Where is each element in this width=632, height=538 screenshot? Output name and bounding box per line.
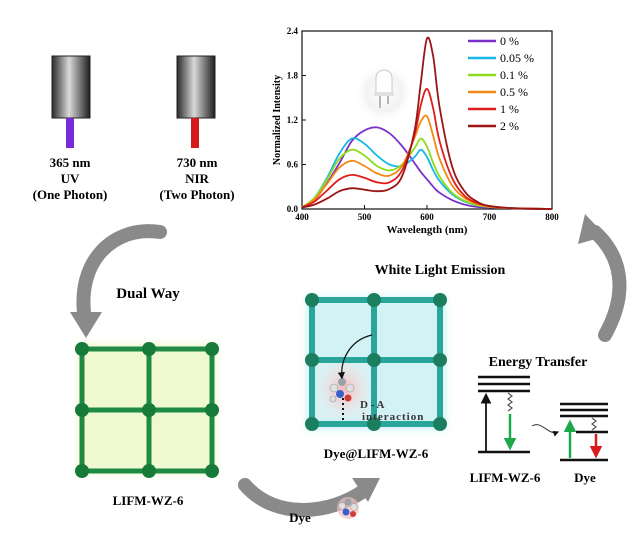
white-light-title: White Light Emission [375, 263, 506, 278]
dual-way-arrow [70, 224, 167, 338]
energy-level-left-label: LIFM-WZ-6 [470, 470, 541, 485]
dye-molecule-icon-bottom [337, 497, 359, 519]
y-tick-label: 1.8 [287, 71, 299, 81]
mof-label: LIFM-WZ-6 [113, 493, 184, 508]
legend-label: 0 % [500, 34, 519, 48]
legend-label: 0.5 % [500, 85, 528, 99]
chart-legend: 0 % 0.05 % 0.1 % 0.5 % 1 % 2 % [468, 34, 534, 133]
nir-beam [191, 118, 199, 148]
series-line-4 [301, 87, 553, 210]
transfer-arrow [531, 424, 560, 437]
energy-to-spectrum-arrow [578, 214, 627, 342]
dye-molecule-icon [329, 378, 355, 403]
y-tick-label: 0.0 [287, 204, 299, 214]
legend-label: 1 % [500, 102, 519, 116]
led-bulb-icon [374, 69, 394, 108]
composite-label: Dye@LIFM-WZ-6 [324, 446, 429, 461]
emission-chart: 400 500 600 700 800 0.0 0.6 1.2 1.8 2.4 Wavelength… [272, 26, 559, 236]
composite-lattice [305, 293, 447, 431]
legend-label: 0.1 % [500, 68, 528, 82]
x-axis-label: Wavelength (nm) [387, 224, 468, 236]
legend-label: 2 % [500, 119, 519, 133]
mof-lattice [75, 342, 219, 478]
y-axis-label: Normalized Intensity [272, 75, 283, 165]
da-pointer-arrow [337, 334, 373, 380]
x-tick-label: 500 [358, 212, 372, 222]
nir-wavelength: 730 nm [177, 155, 218, 170]
x-tick-label: 600 [420, 212, 434, 222]
nir-mode: (Two Photon) [159, 187, 234, 202]
series-line-2 [301, 137, 553, 210]
y-tick-label: 2.4 [287, 26, 299, 36]
uv-wavelength: 365 nm [50, 155, 91, 170]
x-tick-label: 700 [483, 212, 497, 222]
dual-way-label: Dual Way [116, 286, 180, 302]
da-label-line2: interaction [362, 411, 424, 423]
nir-lamp [176, 55, 216, 148]
energy-level-diagram [478, 375, 608, 462]
dye-label: Dye [289, 510, 311, 525]
energy-level-right-label: Dye [574, 470, 596, 485]
uv-band: UV [61, 171, 80, 186]
da-label-line1: D - A [360, 399, 385, 411]
chart-lines [301, 36, 553, 210]
uv-beam [66, 118, 74, 148]
series-line-0 [301, 126, 553, 210]
legend-label: 0.05 % [500, 51, 534, 65]
x-tick-label: 400 [295, 212, 309, 222]
series-line-5 [301, 36, 553, 210]
dye-arrow [238, 478, 380, 517]
nir-band: NIR [185, 171, 209, 186]
uv-lamp [51, 55, 91, 148]
x-tick-label: 800 [545, 212, 559, 222]
y-tick-label: 0.6 [287, 160, 299, 170]
y-tick-label: 1.2 [287, 115, 299, 125]
uv-mode: (One Photon) [33, 187, 108, 202]
energy-transfer-title: Energy Transfer [489, 355, 588, 370]
